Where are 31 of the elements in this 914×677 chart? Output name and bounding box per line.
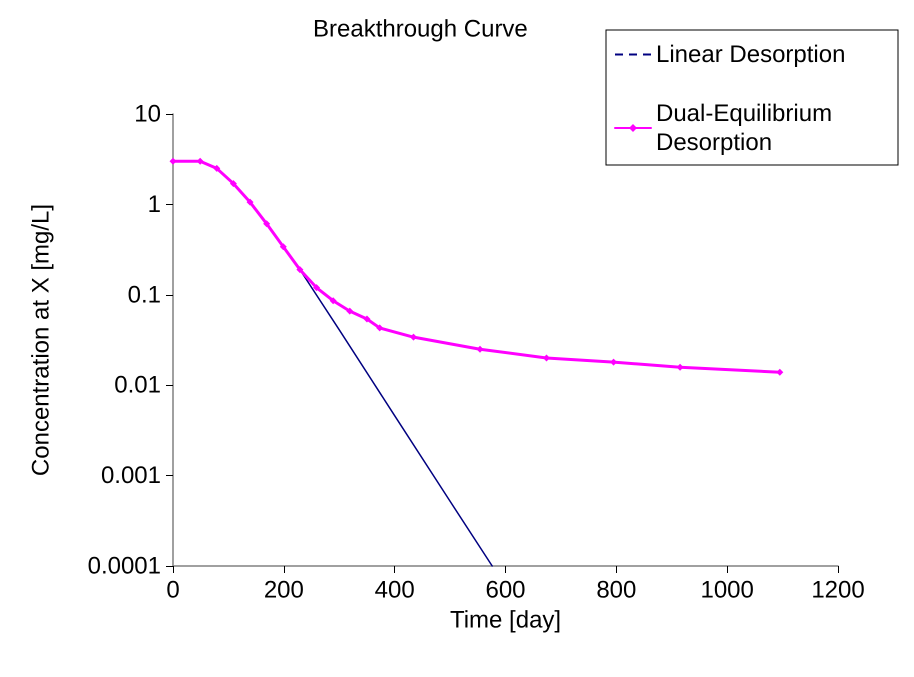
point	[296, 266, 304, 274]
x-tick-label: 400	[374, 576, 415, 604]
point	[410, 334, 418, 341]
x-tick-label: 200	[264, 576, 304, 604]
point	[376, 324, 384, 332]
y-tick-label: 0.0001	[88, 552, 161, 580]
y-axis-title: Concentration at X [mg/L]	[28, 204, 54, 476]
legend-label: Linear Desorption	[656, 41, 846, 68]
point	[170, 158, 176, 165]
point	[246, 198, 254, 206]
point	[280, 243, 287, 250]
x-tick-label: 0	[166, 576, 180, 604]
point	[346, 308, 354, 315]
point	[263, 220, 270, 228]
x-tick-label: 600	[485, 576, 526, 604]
y-tick-label: 0.1	[128, 281, 161, 308]
point	[363, 315, 370, 322]
x-tick-label: 800	[596, 576, 636, 604]
y-tick-label: 1	[148, 190, 161, 218]
x-tick-label: 1000	[700, 576, 754, 604]
point	[213, 164, 220, 172]
point	[330, 297, 337, 304]
x-tick-label: 1200	[811, 576, 865, 604]
y-tick-label: 0.001	[100, 462, 161, 490]
x-axis-title: Time [day]	[450, 606, 562, 634]
point	[313, 284, 320, 292]
legend-label: Dual-Equilibrium Desorption	[656, 100, 839, 156]
y-tick-label: 10	[134, 100, 161, 128]
y-tick-label: 0.01	[114, 372, 161, 399]
chart-title: Breakthrough Curve	[313, 16, 528, 42]
point	[230, 180, 237, 188]
